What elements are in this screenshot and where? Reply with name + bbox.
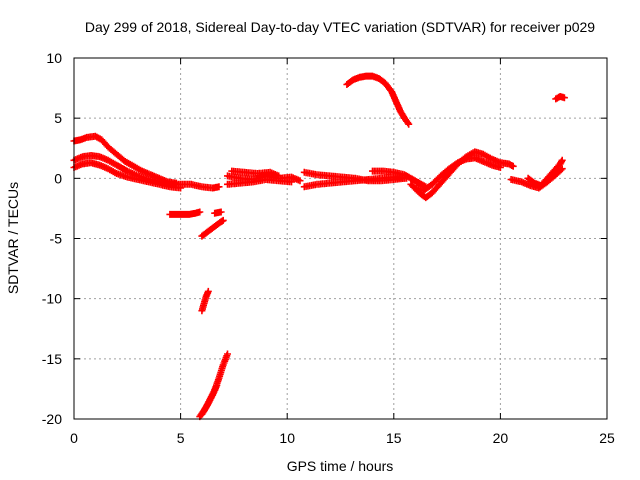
y-tick-label: -10 — [42, 291, 62, 307]
data-markers — [198, 216, 227, 240]
series-arc-late-top — [552, 93, 568, 103]
data-points — [70, 72, 568, 421]
x-axis-ticks: 0 5 10 15 20 25 — [70, 58, 615, 446]
data-markers — [224, 176, 295, 188]
series-arc-neg3 — [166, 208, 204, 218]
grid-lines — [74, 58, 607, 419]
series-arc-mid-b — [224, 176, 295, 188]
chart-title: Day 299 of 2018, Sidereal Day-to-day VTE… — [85, 19, 595, 35]
series-arc-diag-neg4 — [198, 216, 227, 240]
y-axis-ticks: -20 -15 -10 -5 0 5 10 — [42, 50, 607, 427]
data-markers — [524, 156, 566, 190]
x-tick-label: 0 — [70, 430, 78, 446]
data-markers — [228, 167, 283, 180]
data-markers — [552, 93, 568, 103]
x-tick-label: 20 — [493, 430, 509, 446]
data-markers — [211, 208, 225, 217]
series-arc-mid-e — [300, 173, 411, 191]
y-tick-label: -5 — [50, 231, 63, 247]
y-tick-label: -20 — [42, 411, 62, 427]
data-markers — [343, 72, 413, 128]
data-markers — [198, 287, 212, 315]
x-tick-label: 25 — [599, 430, 615, 446]
series-arc-mid-c — [228, 167, 283, 180]
y-tick-label: -15 — [42, 351, 62, 367]
y-tick-label: 0 — [54, 170, 62, 186]
data-markers — [166, 208, 204, 218]
y-tick-label: 10 — [46, 50, 62, 66]
y-axis-label: SDTVAR / TECUs — [5, 182, 21, 294]
x-tick-label: 5 — [177, 430, 185, 446]
data-markers — [411, 154, 504, 194]
x-tick-label: 10 — [279, 430, 295, 446]
data-markers — [300, 173, 411, 191]
data-markers — [369, 167, 430, 191]
series-arc-recovery-b — [411, 154, 504, 194]
series-arc-neg10 — [198, 287, 212, 315]
y-tick-label: 5 — [54, 110, 62, 126]
x-tick-label: 15 — [386, 430, 402, 446]
data-markers — [196, 381, 221, 421]
series-arc-mid-f — [369, 167, 430, 191]
series-arc-neg18-b — [196, 381, 221, 421]
series-arc-late-b — [524, 156, 566, 190]
series-arc-peak — [343, 72, 413, 128]
x-axis-label: GPS time / hours — [287, 458, 394, 474]
series-arc-small-neg3 — [211, 208, 225, 217]
